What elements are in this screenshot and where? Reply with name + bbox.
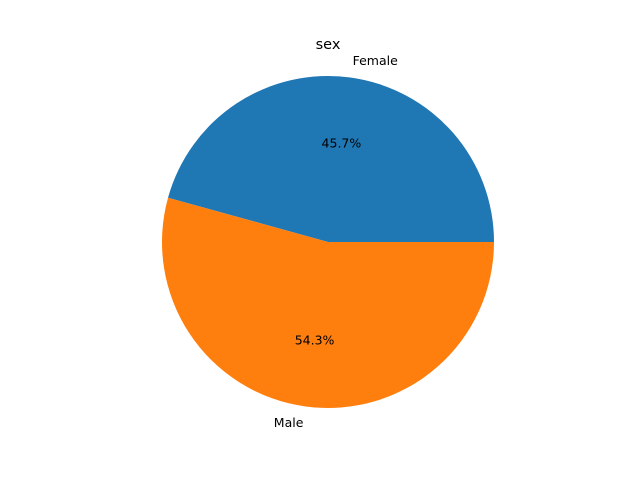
- pie-slice-male: [161, 197, 494, 409]
- pct-label-female: 45.7%: [322, 135, 362, 150]
- pie-slices: [161, 76, 495, 409]
- slice-label-male: Male: [274, 415, 304, 430]
- chart-title: sex: [316, 37, 341, 53]
- pct-label-male: 54.3%: [295, 333, 335, 348]
- pie-slice-female: [168, 76, 495, 243]
- pie-labels: Female 45.7% Male 54.3%: [274, 53, 398, 430]
- slice-label-female: Female: [353, 53, 399, 68]
